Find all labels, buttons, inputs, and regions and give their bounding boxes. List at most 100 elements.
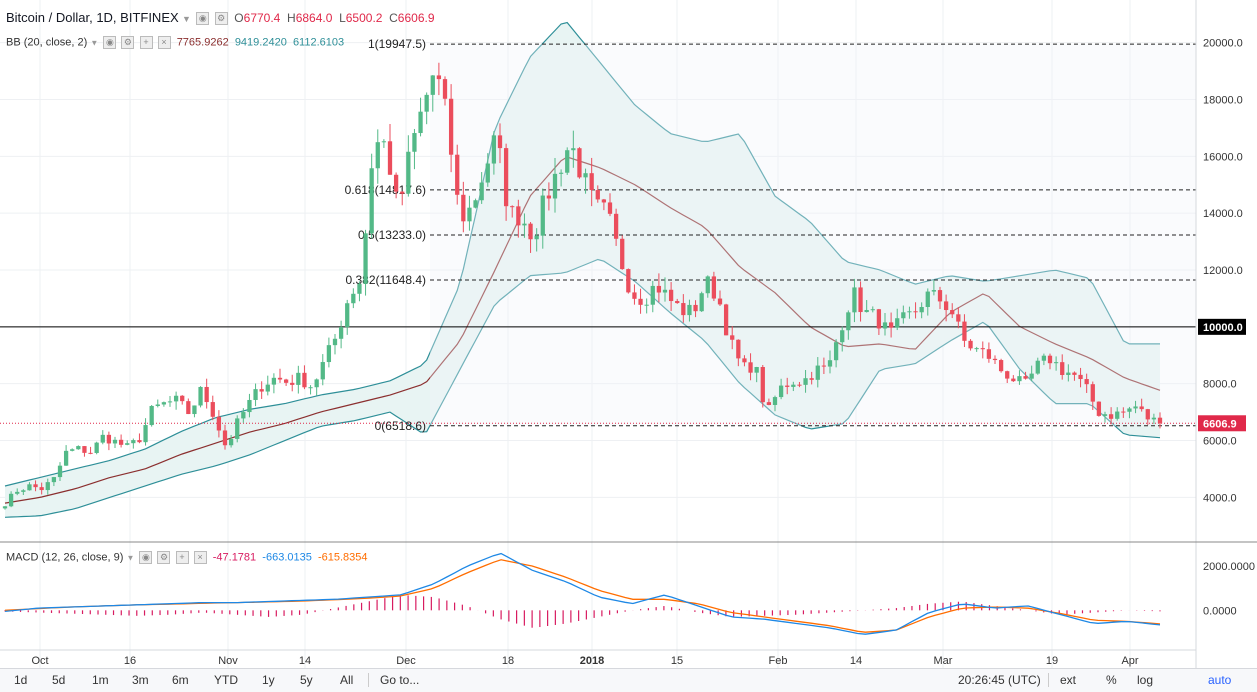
symbol-legend: Bitcoin / Dollar, 1D, BITFINEX ▼ ◉ ⚙ O67… bbox=[6, 10, 435, 26]
candle-body bbox=[589, 173, 594, 191]
ext-toggle[interactable]: ext bbox=[1060, 673, 1077, 687]
candle-body bbox=[950, 310, 955, 315]
macd-eye-icon[interactable]: ◉ bbox=[139, 551, 153, 564]
candle-body bbox=[235, 418, 240, 439]
candle-body bbox=[528, 223, 533, 240]
percent-toggle[interactable]: % bbox=[1106, 673, 1117, 687]
candle-body bbox=[100, 434, 105, 443]
utc-clock[interactable]: 20:26:45 (UTC) bbox=[958, 673, 1041, 687]
time-tick-label: Apr bbox=[1121, 655, 1138, 667]
candle-body bbox=[846, 312, 851, 331]
fib-label: 0.618(14817.6) bbox=[345, 183, 426, 197]
candle-body bbox=[204, 386, 209, 403]
candle-body bbox=[1157, 417, 1163, 424]
eye-icon[interactable]: ◉ bbox=[196, 12, 210, 26]
range-1d-button[interactable]: 1d bbox=[14, 673, 28, 687]
candle-body bbox=[277, 377, 283, 380]
bb-fill bbox=[5, 22, 1160, 518]
macd-add-icon[interactable]: + bbox=[175, 551, 189, 564]
candle-body bbox=[491, 135, 497, 164]
candle-body bbox=[864, 309, 869, 313]
time-tick-label: Mar bbox=[934, 655, 953, 667]
candle-body bbox=[412, 133, 417, 152]
bb-upper-line bbox=[4, 21, 1160, 487]
candle-body bbox=[1115, 411, 1120, 419]
range-ytd-button[interactable]: YTD bbox=[214, 673, 238, 687]
candle-body bbox=[271, 377, 277, 385]
candle-body bbox=[699, 293, 704, 312]
candle-body bbox=[314, 379, 319, 388]
range-1y-button[interactable]: 1y bbox=[262, 673, 275, 687]
fib-label: 1(19947.5) bbox=[368, 37, 426, 51]
range-6m-button[interactable]: 6m bbox=[172, 673, 189, 687]
bb-eye-icon[interactable]: ◉ bbox=[103, 36, 117, 49]
log-toggle[interactable]: log bbox=[1137, 673, 1154, 687]
macd-signal-line bbox=[4, 559, 1161, 633]
candle-body bbox=[516, 206, 521, 226]
candle-body bbox=[821, 365, 827, 367]
candle-body bbox=[442, 79, 448, 99]
time-tick-label: 18 bbox=[502, 655, 514, 667]
candle-body bbox=[876, 309, 882, 329]
candle-body bbox=[155, 404, 160, 406]
macd-close-icon[interactable]: × bbox=[193, 551, 207, 564]
range-3m-button[interactable]: 3m bbox=[132, 673, 149, 687]
bottom-toolbar: 1d 5d 1m 3m 6m YTD 1y 5y All Go to... 20… bbox=[0, 668, 1257, 692]
candle-body bbox=[1145, 409, 1150, 420]
candle-body bbox=[70, 449, 75, 451]
range-all-button[interactable]: All bbox=[340, 673, 354, 687]
macd-settings-icon[interactable]: ⚙ bbox=[157, 551, 171, 564]
candle-body bbox=[888, 322, 894, 328]
candle-body bbox=[1060, 362, 1065, 375]
candle-body bbox=[571, 148, 576, 151]
bb-label[interactable]: BB (20, close, 2) bbox=[6, 36, 88, 49]
auto-toggle[interactable]: auto bbox=[1208, 673, 1232, 687]
settings-icon[interactable]: ⚙ bbox=[214, 12, 228, 26]
bb-settings-icon[interactable]: ⚙ bbox=[121, 36, 135, 49]
goto-button[interactable]: Go to... bbox=[380, 673, 420, 687]
candle-body bbox=[94, 442, 99, 453]
candle-body bbox=[88, 452, 93, 454]
range-5y-button[interactable]: 5y bbox=[300, 673, 313, 687]
candle-body bbox=[326, 345, 332, 363]
legend-dropdown-icon[interactable]: ▼ bbox=[182, 14, 191, 24]
candle-body bbox=[210, 402, 215, 417]
candle-body bbox=[406, 151, 411, 194]
macd-label[interactable]: MACD (12, 26, close, 9) bbox=[6, 551, 124, 564]
candle-body bbox=[809, 378, 814, 380]
bb-add-icon[interactable]: + bbox=[139, 36, 153, 49]
candle-body bbox=[338, 327, 344, 339]
range-5d-button[interactable]: 5d bbox=[52, 673, 66, 687]
candle-body bbox=[510, 206, 515, 208]
candle-body bbox=[461, 194, 466, 222]
candle-body bbox=[675, 301, 680, 304]
candle-body bbox=[1017, 376, 1022, 382]
bb-dropdown-icon[interactable]: ▼ bbox=[90, 38, 99, 48]
candle-body bbox=[63, 450, 69, 466]
candle-body bbox=[754, 367, 759, 373]
candle-body bbox=[180, 395, 185, 402]
bb-basis-line bbox=[4, 156, 1161, 504]
range-1m-button[interactable]: 1m bbox=[92, 673, 109, 687]
candle-body bbox=[1084, 379, 1089, 385]
candle-body bbox=[247, 399, 252, 413]
candle-body bbox=[497, 135, 503, 149]
candle-body bbox=[430, 75, 435, 95]
candle-body bbox=[1072, 372, 1077, 375]
candle-body bbox=[400, 191, 405, 194]
c-label: C bbox=[389, 11, 398, 25]
macd-dropdown-icon[interactable]: ▼ bbox=[126, 553, 135, 563]
candle-body bbox=[858, 287, 863, 313]
candle-body bbox=[717, 298, 723, 305]
candle-body bbox=[992, 358, 998, 361]
candle-body bbox=[418, 111, 423, 134]
symbol-title[interactable]: Bitcoin / Dollar, 1D, BITFINEX bbox=[6, 10, 179, 25]
macd-line-value: -663.0135 bbox=[262, 551, 312, 564]
candle-body bbox=[485, 163, 490, 183]
bb-close-icon[interactable]: × bbox=[157, 36, 171, 49]
candle-body bbox=[632, 292, 637, 299]
candle-body bbox=[467, 207, 472, 222]
candle-body bbox=[363, 233, 368, 284]
chart-canvas[interactable]: 1(19947.5)0.618(14817.6)0.5(13233.0)0.38… bbox=[0, 0, 1257, 668]
